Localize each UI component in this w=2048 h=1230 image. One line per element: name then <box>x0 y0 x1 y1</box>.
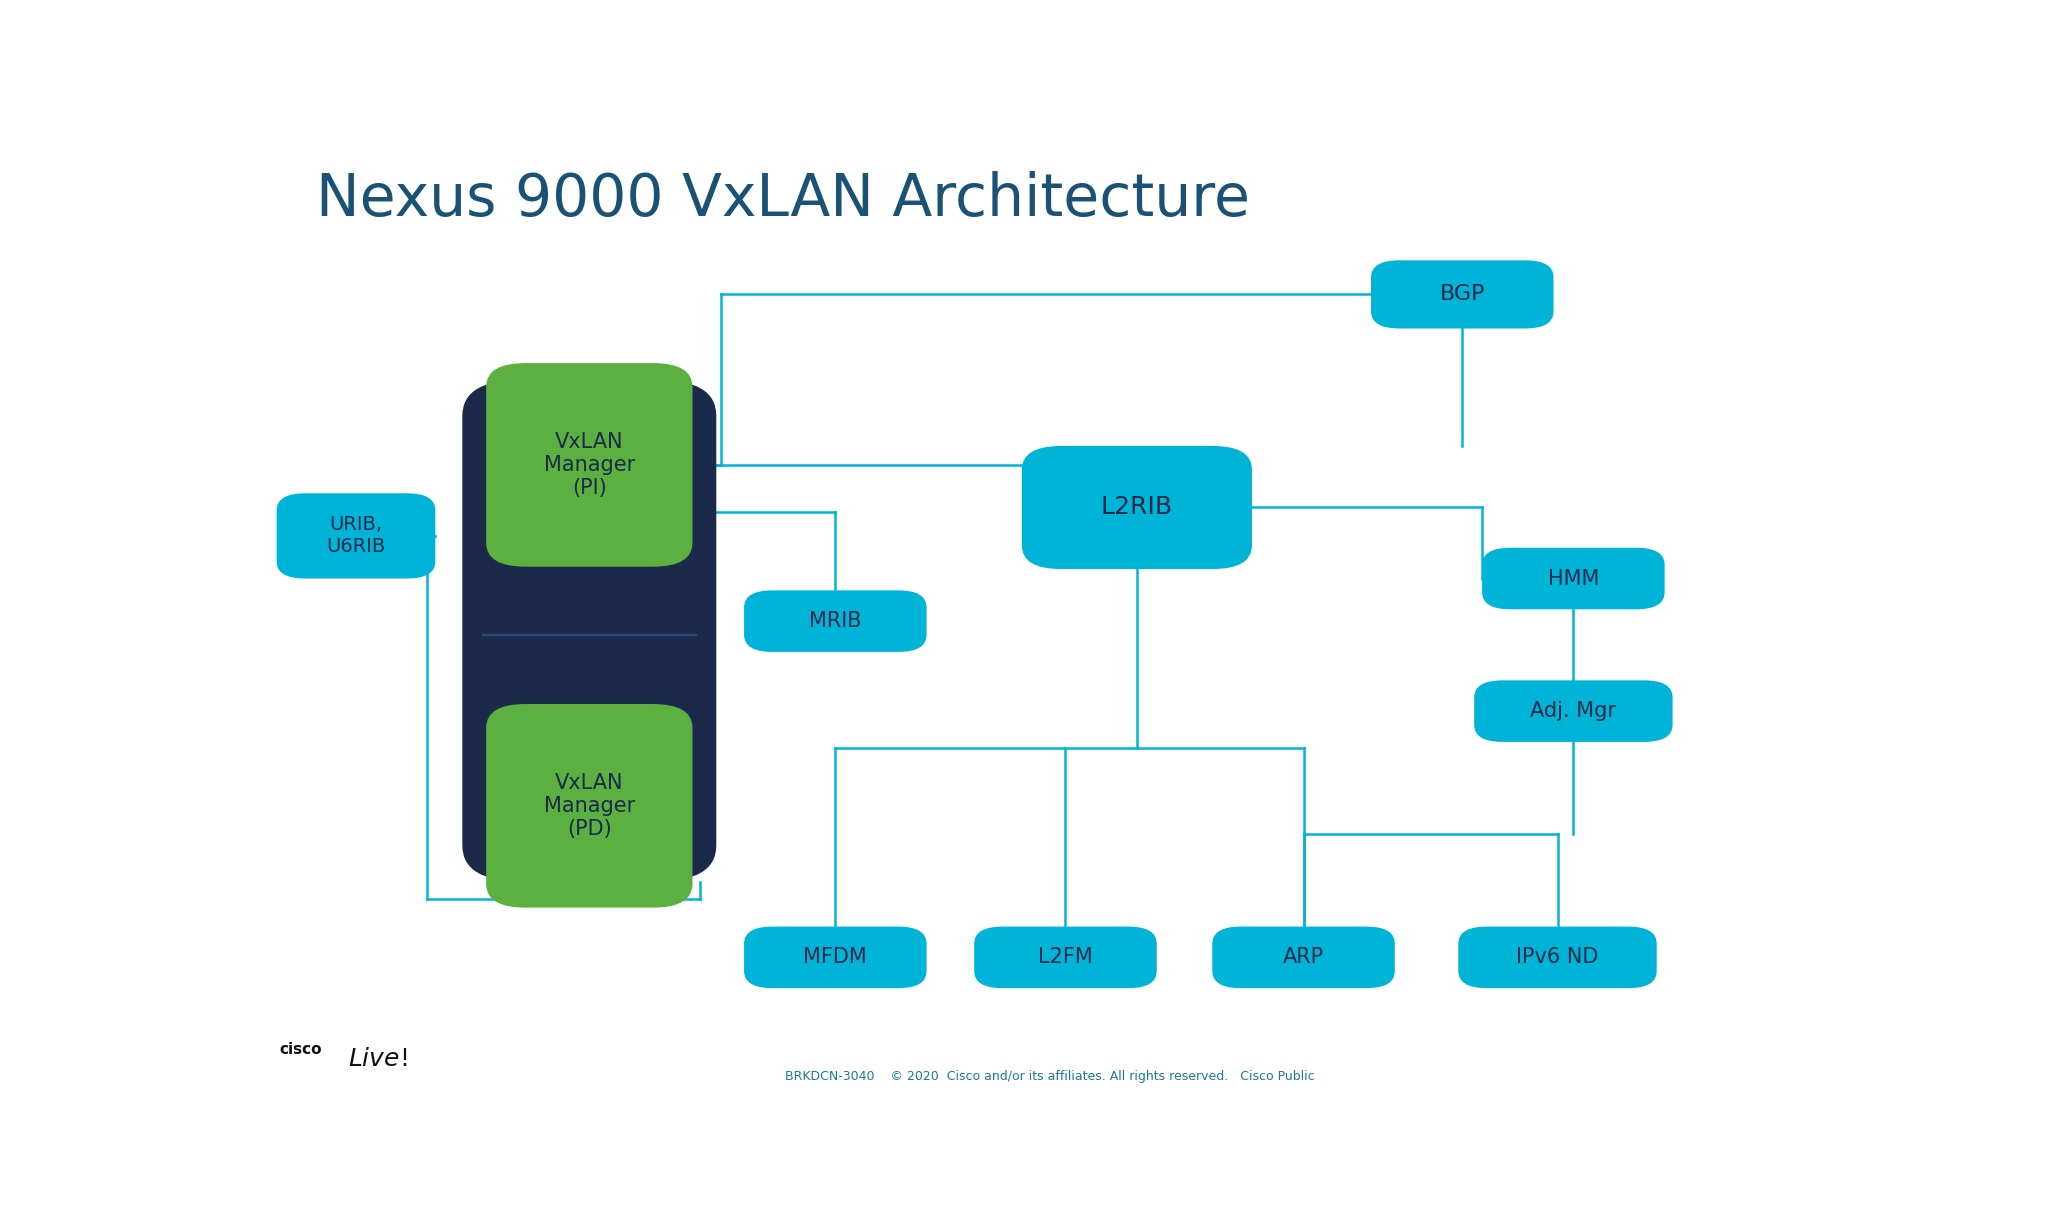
FancyBboxPatch shape <box>463 380 717 882</box>
Text: $\mathit{Live!}$: $\mathit{Live!}$ <box>348 1047 408 1071</box>
Text: IPv6 ND: IPv6 ND <box>1516 947 1599 967</box>
FancyBboxPatch shape <box>1370 261 1554 328</box>
FancyBboxPatch shape <box>975 926 1157 988</box>
Text: VxLAN
Manager
(PI): VxLAN Manager (PI) <box>543 432 635 498</box>
FancyBboxPatch shape <box>1458 926 1657 988</box>
Text: BRKDCN-3040    © 2020  Cisco and/or its affiliates. All rights reserved.   Cisco: BRKDCN-3040 © 2020 Cisco and/or its affi… <box>784 1070 1315 1084</box>
FancyBboxPatch shape <box>1475 680 1673 742</box>
Text: Adj. Mgr: Adj. Mgr <box>1530 701 1616 721</box>
Text: L2FM: L2FM <box>1038 947 1094 967</box>
FancyBboxPatch shape <box>743 590 926 652</box>
Text: HMM: HMM <box>1548 568 1599 588</box>
Text: ARP: ARP <box>1282 947 1325 967</box>
Text: BGP: BGP <box>1440 284 1485 304</box>
FancyBboxPatch shape <box>1022 446 1251 569</box>
Text: VxLAN
Manager
(PD): VxLAN Manager (PD) <box>543 772 635 839</box>
Text: URIB,
U6RIB: URIB, U6RIB <box>326 515 385 556</box>
FancyBboxPatch shape <box>1212 926 1395 988</box>
Text: MFDM: MFDM <box>803 947 866 967</box>
Text: Nexus 9000 VxLAN Architecture: Nexus 9000 VxLAN Architecture <box>315 171 1251 229</box>
FancyBboxPatch shape <box>276 493 436 578</box>
FancyBboxPatch shape <box>743 926 926 988</box>
Text: MRIB: MRIB <box>809 611 862 631</box>
FancyBboxPatch shape <box>1483 547 1665 609</box>
FancyBboxPatch shape <box>485 704 692 908</box>
Text: cisco: cisco <box>281 1042 322 1057</box>
FancyBboxPatch shape <box>485 363 692 567</box>
Text: L2RIB: L2RIB <box>1102 496 1174 519</box>
